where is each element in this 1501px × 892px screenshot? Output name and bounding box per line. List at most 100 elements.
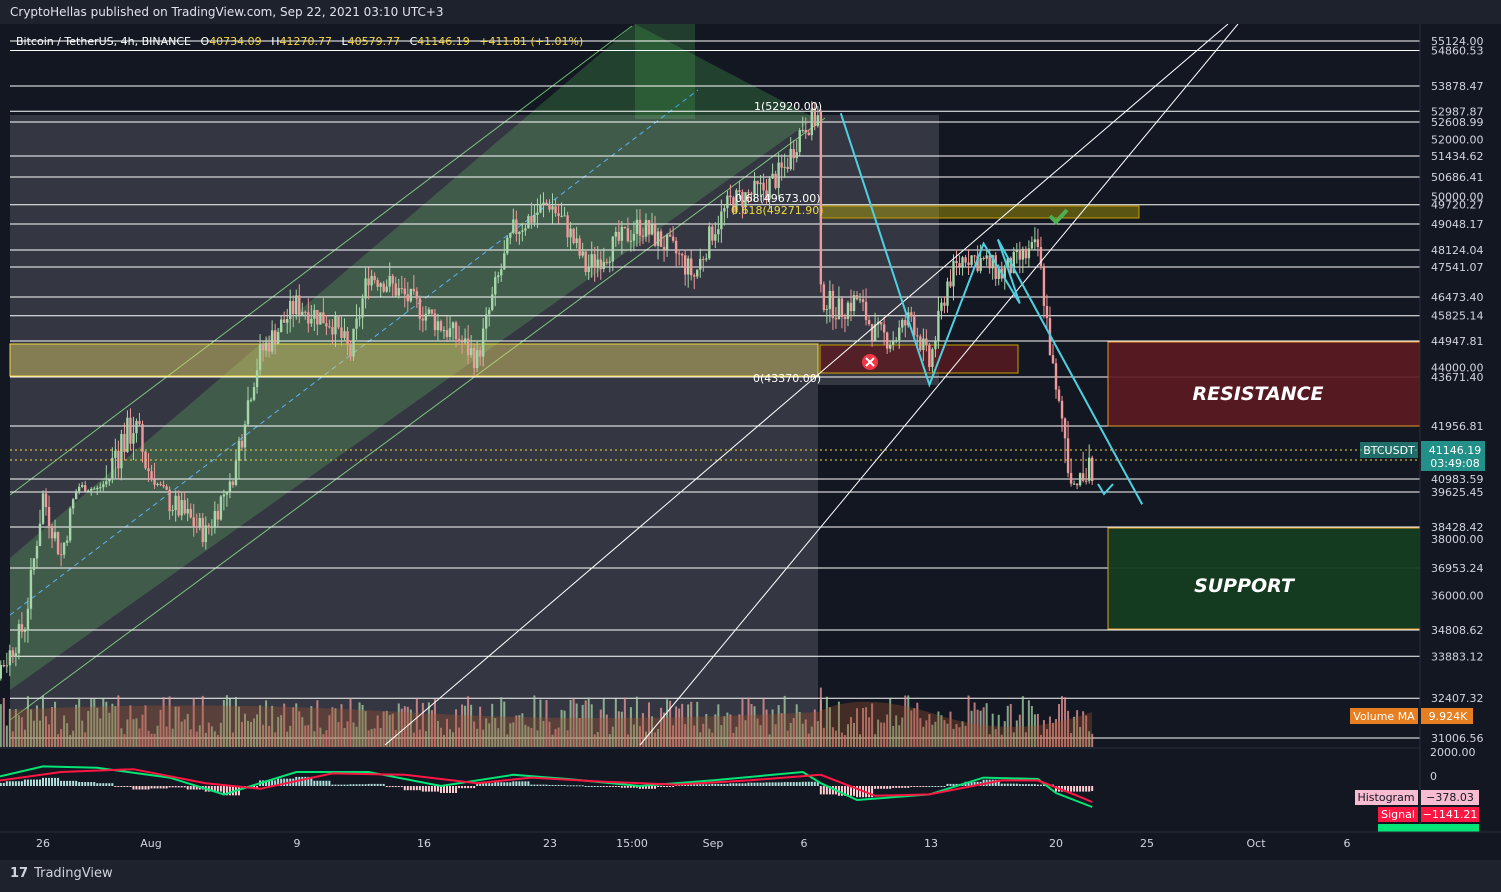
macd-hist-bar (253, 786, 256, 788)
candle-body (518, 231, 521, 234)
macd-hist-bar (952, 783, 955, 786)
candle-body (976, 255, 979, 271)
candle-body (714, 234, 717, 241)
candle-body (192, 517, 195, 527)
candle-body (578, 238, 581, 256)
candle-body (304, 311, 307, 313)
macd-hist-bar (780, 782, 783, 786)
macd-hist-bar (672, 786, 675, 787)
macd-hist-bar (994, 779, 997, 786)
macd-hist-bar (1024, 784, 1027, 786)
candle-body (677, 253, 681, 255)
volume-bar (545, 700, 548, 747)
macd-hist-bar (753, 782, 756, 786)
macd-hist-bar (222, 786, 225, 796)
volume-bar (14, 709, 17, 747)
volume-bar (464, 705, 467, 747)
candle-body (904, 320, 907, 326)
macd-hist-bar (216, 786, 219, 792)
volume-bar (638, 726, 641, 747)
time-label: Oct (1246, 837, 1266, 850)
candle-body (150, 471, 153, 480)
candle-body (289, 300, 292, 319)
macd-hist-bar (177, 786, 180, 788)
macd-hist-bar (1039, 784, 1042, 786)
volume-bar (690, 701, 693, 747)
macd-hist-bar (382, 783, 385, 786)
volume-bar (931, 724, 934, 747)
fib-level-1: 1(52920.00) (754, 100, 822, 113)
volume-bar (560, 709, 563, 747)
candle-body (1033, 239, 1037, 243)
volume-bar (801, 723, 804, 747)
candle-countdown: 03:49:08 (1430, 457, 1479, 470)
price-label: 49048.17 (1431, 218, 1484, 231)
candle-body (472, 348, 476, 369)
macd-hist-bar (129, 786, 132, 787)
macd-hist-bar (108, 783, 111, 786)
macd-hist-bar (756, 782, 759, 786)
candle-body (777, 162, 780, 188)
candle-body (738, 190, 741, 192)
cross-marker-icon (862, 354, 878, 370)
macd-hist-bar (853, 786, 856, 796)
volume-bar (1058, 704, 1061, 747)
macd-hist-bar (768, 782, 771, 786)
volume-bar (804, 719, 807, 747)
histogram-label: Histogram (1357, 791, 1414, 804)
candle-body (756, 180, 759, 185)
macd-hist-bar (141, 786, 144, 790)
candle-body (901, 320, 904, 328)
macd-hist-bar (45, 777, 48, 786)
demand-zone (9, 343, 819, 377)
macd-hist-bar (370, 783, 373, 786)
candle-body (539, 204, 542, 213)
candle-body (409, 288, 413, 302)
price-label: 46473.40 (1431, 291, 1484, 304)
macd-hist-bar (430, 786, 433, 792)
candle-body (246, 400, 250, 425)
volume-bar (907, 695, 910, 747)
macd-hist-bar (807, 781, 810, 786)
candle-body (264, 342, 268, 351)
volume-bar (578, 717, 581, 747)
volume-bar (123, 734, 126, 747)
candle-body (439, 321, 443, 331)
macd-hist-bar (831, 786, 834, 795)
volume-bar (1000, 734, 1003, 747)
legend-symbol: Bitcoin / TetherUS, 4h, BINANCE (16, 35, 191, 48)
time-axis[interactable]: 26 Aug 9 16 23 15:00 Sep 6 13 20 25 Oct 6 (36, 837, 1351, 850)
macd-hist-bar (584, 786, 587, 787)
volume-bar (530, 727, 533, 747)
candle-body (307, 312, 310, 324)
macd-hist-bar (189, 786, 192, 790)
volume-bar (479, 706, 482, 747)
macd-hist-bar (539, 784, 542, 786)
macd-hist-bar (795, 782, 798, 786)
volume-bar (198, 725, 201, 747)
volume-bar (452, 732, 455, 747)
volume-bar (840, 732, 843, 747)
volume-bar (843, 734, 846, 747)
price-label: 34808.62 (1431, 624, 1484, 637)
macd-hist-bar (316, 780, 319, 786)
macd-hist-bar (617, 786, 620, 787)
candle-body (626, 228, 630, 242)
macd-hist-bar (274, 780, 277, 786)
candle-body (80, 485, 84, 487)
candle-body (240, 440, 244, 448)
macd-hist-bar (331, 784, 334, 786)
price-label: 52608.99 (1431, 116, 1484, 129)
candle-body (680, 254, 684, 256)
macd-hist-bar (1033, 784, 1036, 786)
macd-hist-bar (789, 782, 792, 786)
volume-bar (849, 717, 852, 747)
chart-canvas[interactable]: RESISTANCE SUPPORT 1(52920.00) 0.68(4967… (0, 24, 1501, 860)
volume-bar (75, 704, 78, 747)
candle-body (14, 653, 18, 657)
volume-bar (210, 726, 213, 747)
volume-bar (1024, 732, 1027, 747)
macd-hist-bar (937, 786, 940, 787)
candle-body (186, 509, 189, 514)
